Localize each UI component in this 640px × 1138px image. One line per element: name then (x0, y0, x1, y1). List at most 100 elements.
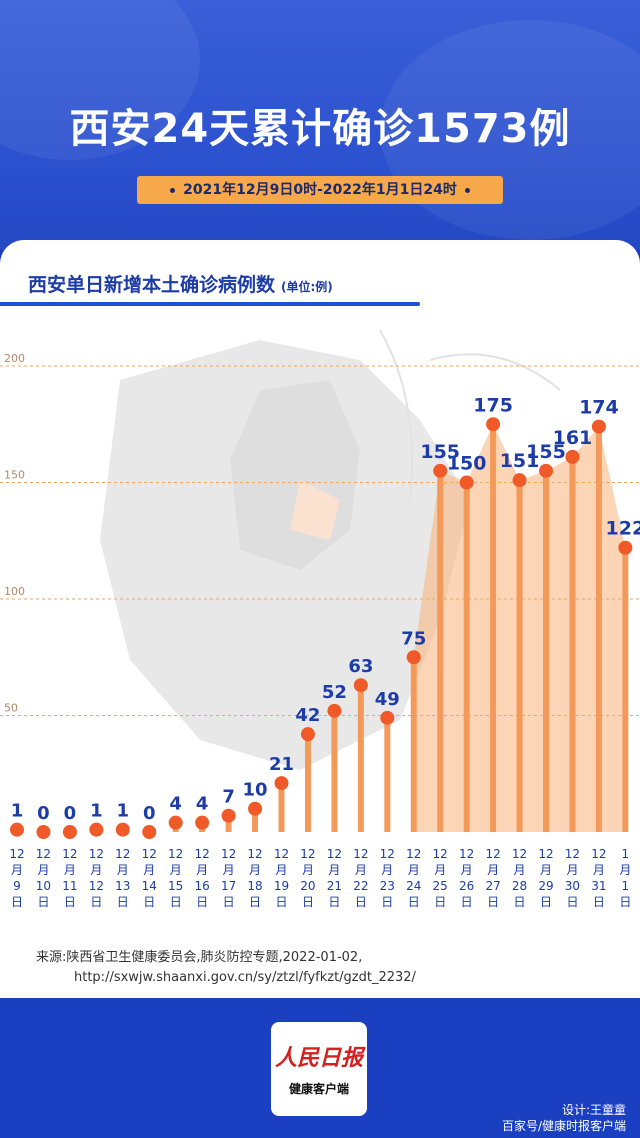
x-tick-label: 18 (247, 879, 262, 893)
y-tick-label: 50 (4, 702, 18, 715)
bar (357, 685, 364, 832)
data-point (248, 801, 263, 816)
x-tick-label: 月 (381, 863, 393, 877)
x-tick-label: 12 (142, 847, 157, 861)
designer-credit: 设计:王童童 (561, 1103, 626, 1117)
data-label: 0 (143, 803, 156, 824)
data-point (221, 808, 236, 823)
x-tick-label: 日 (275, 895, 287, 909)
bar (622, 547, 629, 832)
dot-icon (170, 187, 176, 193)
data-point (618, 540, 633, 555)
x-tick-label: 24 (406, 879, 421, 893)
data-label: 4 (196, 794, 209, 815)
data-label: 1 (11, 801, 24, 822)
x-tick-label: 月 (223, 863, 235, 877)
x-tick-label: 31 (591, 879, 606, 893)
data-label: 1 (90, 801, 103, 822)
y-tick-label: 200 (4, 352, 25, 365)
x-tick-label: 月 (11, 863, 23, 877)
data-point (433, 463, 448, 478)
data-point (10, 822, 24, 837)
x-tick-label: 12 (195, 847, 210, 861)
x-tick-label: 月 (64, 863, 76, 877)
data-point (565, 449, 580, 464)
x-tick-label: 14 (142, 879, 157, 893)
x-tick-label: 月 (275, 863, 287, 877)
x-tick-label: 日 (302, 895, 314, 909)
x-tick-label: 17 (221, 879, 236, 893)
data-point (300, 727, 315, 742)
data-point (168, 815, 183, 830)
x-tick-label: 月 (170, 863, 182, 877)
logo-sub: 健康客户端 (288, 1082, 349, 1096)
x-tick-label: 月 (408, 863, 420, 877)
data-point (459, 475, 474, 490)
x-tick-label: 月 (461, 863, 473, 877)
data-point (195, 815, 210, 830)
bar (331, 710, 338, 832)
x-tick-label: 27 (485, 879, 500, 893)
map-background (100, 329, 561, 770)
data-point (512, 473, 527, 488)
x-tick-label: 28 (512, 879, 527, 893)
x-tick-label: 12 (247, 847, 262, 861)
data-label: 175 (473, 394, 513, 416)
x-tick-label: 13 (115, 879, 130, 893)
source-band (0, 940, 640, 998)
data-point (89, 822, 104, 837)
x-tick-label: 日 (461, 895, 473, 909)
x-tick-label: 9 (13, 879, 21, 893)
x-tick-label: 月 (143, 863, 155, 877)
bar (463, 482, 470, 832)
data-label: 1 (117, 801, 130, 822)
data-label: 150 (447, 453, 487, 475)
bar (384, 717, 391, 832)
x-tick-label: 月 (328, 863, 340, 877)
y-tick-label: 100 (4, 585, 25, 598)
data-point (591, 419, 606, 434)
data-label: 49 (375, 689, 400, 710)
x-tick-label: 12 (406, 847, 421, 861)
x-tick-label: 20 (300, 879, 315, 893)
bar (304, 734, 311, 832)
data-label: 75 (401, 628, 426, 649)
x-tick-label: 29 (538, 879, 553, 893)
x-tick-label: 月 (302, 863, 314, 877)
x-tick-label: 日 (381, 895, 393, 909)
bar (278, 783, 285, 832)
x-tick-label: 12 (274, 847, 289, 861)
x-tick-label: 21 (327, 879, 342, 893)
x-tick-label: 12 (9, 847, 24, 861)
data-point (36, 825, 51, 839)
x-tick-label: 12 (512, 847, 527, 861)
x-tick-label: 12 (115, 847, 130, 861)
chart-title-text: 西安单日新增本土确诊病例数 (28, 274, 276, 296)
data-label: 7 (222, 787, 235, 808)
x-tick-label: 日 (196, 895, 208, 909)
date-range-text: 2021年12月9日0时-2022年1月1日24时 (183, 182, 457, 198)
x-tick-label: 16 (195, 879, 210, 893)
x-tick-label: 12 (380, 847, 395, 861)
data-point (62, 825, 77, 839)
x-tick-label: 日 (90, 895, 102, 909)
x-tick-label: 12 (89, 847, 104, 861)
x-tick-label: 月 (37, 863, 49, 877)
x-tick-label: 日 (434, 895, 446, 909)
x-tick-label: 日 (64, 895, 76, 909)
chart-title: 西安单日新增本土确诊病例数 (单位:例) (28, 270, 333, 297)
x-tick-label: 日 (566, 895, 578, 909)
x-tick-label: 月 (593, 863, 605, 877)
x-tick-label: 日 (619, 895, 631, 909)
x-tick-label: 月 (249, 863, 261, 877)
x-tick-label: 月 (196, 863, 208, 877)
x-tick-label: 1 (622, 879, 630, 893)
x-tick-label: 日 (117, 895, 129, 909)
x-tick-label: 15 (168, 879, 183, 893)
x-tick-label: 12 (433, 847, 448, 861)
data-label: 0 (37, 803, 50, 824)
x-tick-label: 12 (62, 847, 77, 861)
source-line-1: 来源:陕西省卫生健康委员会,肺炎防控专题,2022-01-02, (36, 950, 363, 965)
data-label: 21 (269, 754, 294, 775)
x-tick-label: 12 (300, 847, 315, 861)
